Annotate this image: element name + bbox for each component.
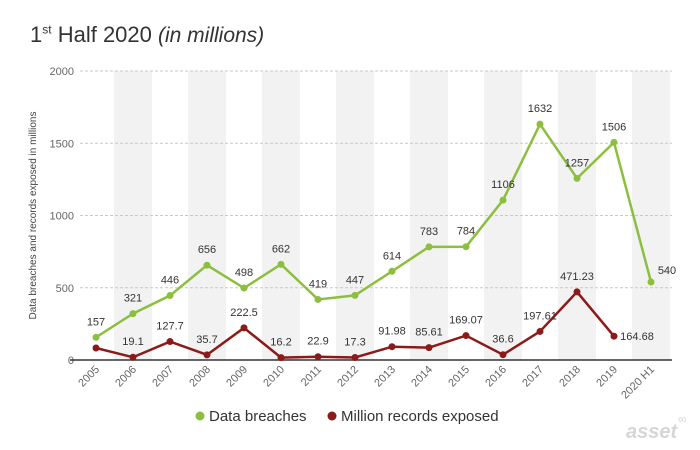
data-point <box>573 174 581 182</box>
data-point <box>462 243 470 251</box>
data-point <box>351 291 359 299</box>
y-tick-label: 500 <box>56 283 74 295</box>
data-label: 1106 <box>491 179 515 191</box>
data-label: 1632 <box>528 103 552 115</box>
y-tick-label: 1000 <box>50 211 74 223</box>
data-label: 157 <box>87 316 105 328</box>
data-point <box>277 260 285 268</box>
data-label: 471.23 <box>560 271 594 283</box>
data-label: 447 <box>346 274 364 286</box>
logo: asset <box>626 421 678 443</box>
data-point <box>166 292 174 300</box>
data-point <box>277 354 285 362</box>
x-tick-label: 2016 <box>483 364 509 390</box>
data-label: 614 <box>383 250 401 262</box>
title-unit: (in millions) <box>158 24 265 47</box>
data-label: 1506 <box>602 121 626 133</box>
legend-marker <box>195 411 205 421</box>
data-label: 22.9 <box>307 336 328 348</box>
data-point <box>536 327 544 335</box>
data-label: 222.5 <box>230 307 258 319</box>
data-label: 498 <box>235 267 253 279</box>
data-label: 16.2 <box>270 337 291 349</box>
data-point <box>536 120 544 128</box>
data-label: 540 <box>658 265 676 277</box>
x-tick-label: 2018 <box>557 364 583 390</box>
data-point <box>129 353 137 361</box>
x-tick-label: 2011 <box>299 364 324 389</box>
data-label: 1257 <box>565 157 589 169</box>
data-point <box>462 332 470 340</box>
y-tick-label: 0 <box>68 355 74 367</box>
x-tick-label: 2008 <box>187 364 213 390</box>
data-label: 656 <box>198 244 216 256</box>
data-point <box>314 295 322 303</box>
data-point <box>92 333 100 341</box>
x-tick-label: 2010 <box>261 364 287 390</box>
data-label: 35.7 <box>196 334 217 346</box>
data-point <box>647 278 655 286</box>
x-tick-label: 2020 H1 <box>619 364 657 402</box>
data-point <box>610 138 618 146</box>
data-label: 784 <box>457 226 475 238</box>
data-point <box>388 343 396 351</box>
title-superscript: st <box>42 22 52 37</box>
data-label: 321 <box>124 293 142 305</box>
title-text: 1 <box>30 22 43 47</box>
title-text-2: Half 2020 <box>51 22 158 47</box>
x-tick-label: 2017 <box>520 364 546 390</box>
data-point <box>425 243 433 251</box>
data-label: 419 <box>309 278 327 290</box>
x-tick-label: 2019 <box>594 364 620 390</box>
data-point <box>388 267 396 275</box>
data-point <box>610 332 618 340</box>
data-label: 17.3 <box>344 337 365 349</box>
x-tick-label: 2006 <box>113 364 139 390</box>
logo-mark: ∞ <box>678 412 687 426</box>
data-point <box>499 196 507 204</box>
data-point <box>203 261 211 269</box>
x-tick-label: 2015 <box>446 364 472 390</box>
data-label: 164.68 <box>620 331 654 343</box>
data-point <box>92 344 100 352</box>
data-label: 446 <box>161 275 179 287</box>
data-label: 127.7 <box>156 321 184 333</box>
data-point <box>129 310 137 318</box>
data-label: 169.07 <box>449 315 483 327</box>
legend-marker <box>327 411 337 421</box>
y-tick-label: 2000 <box>50 66 74 78</box>
y-tick-label: 1500 <box>50 138 74 150</box>
x-tick-label: 2009 <box>224 364 250 390</box>
data-point <box>240 284 248 292</box>
data-point <box>314 353 322 361</box>
legend-label: Million records exposed <box>341 408 499 425</box>
data-label: 19.1 <box>122 336 143 348</box>
data-point <box>203 351 211 359</box>
data-label: 91.98 <box>378 326 406 338</box>
data-point <box>166 338 174 346</box>
data-label: 783 <box>420 226 438 238</box>
data-point <box>573 288 581 296</box>
data-label: 36.6 <box>492 334 513 346</box>
data-label: 662 <box>272 243 290 255</box>
data-label: 85.61 <box>415 327 443 339</box>
data-point <box>499 351 507 359</box>
x-tick-label: 2012 <box>335 364 361 390</box>
data-point <box>240 324 248 332</box>
x-tick-label: 2007 <box>150 364 176 390</box>
x-tick-label: 2005 <box>76 364 102 390</box>
series-line-breaches <box>95 121 653 339</box>
x-tick-label: 2014 <box>409 364 435 390</box>
data-label: 197.61 <box>523 310 557 322</box>
data-point <box>425 344 433 352</box>
data-point <box>351 354 359 362</box>
chart-title: 1st Half 2020 (in millions) <box>30 22 264 48</box>
x-tick-label: 2013 <box>372 364 398 390</box>
legend-label: Data breaches <box>209 408 307 425</box>
y-axis-label: Data breaches and records exposed in mil… <box>28 112 39 320</box>
